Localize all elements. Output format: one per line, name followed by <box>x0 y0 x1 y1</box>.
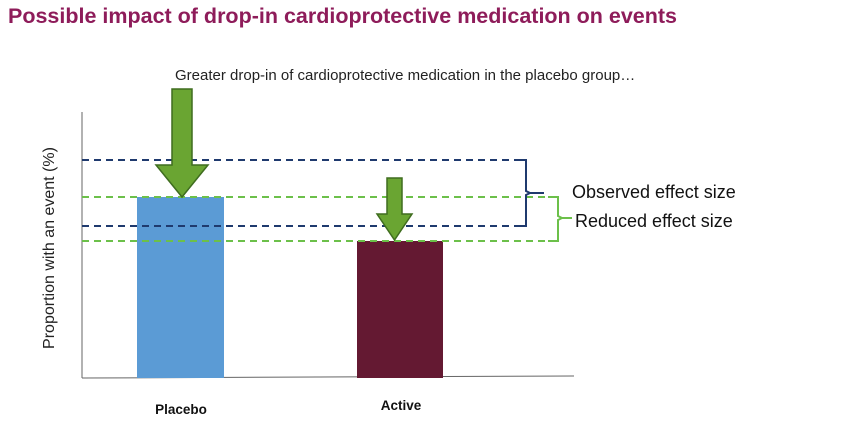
reduced-effect-bracket <box>548 196 572 242</box>
active-drop-in-arrow-icon <box>375 177 414 242</box>
y-axis-label: Proportion with an event (%) <box>41 147 58 349</box>
active-label: Active <box>381 398 422 413</box>
active-bar <box>357 241 443 378</box>
reduced-effect-label: Reduced effect size <box>575 211 733 231</box>
placebo-drop-in-arrow-icon <box>154 88 210 199</box>
drop-in-annotation: Greater drop-in of cardioprotective medi… <box>175 67 635 84</box>
slide-title: Possible impact of drop-in cardioprotect… <box>8 4 678 28</box>
observed-effect-label: Observed effect size <box>572 182 736 202</box>
placebo-bar <box>137 197 224 378</box>
observed-effect-bracket <box>516 159 544 227</box>
placebo-label: Placebo <box>155 402 207 417</box>
